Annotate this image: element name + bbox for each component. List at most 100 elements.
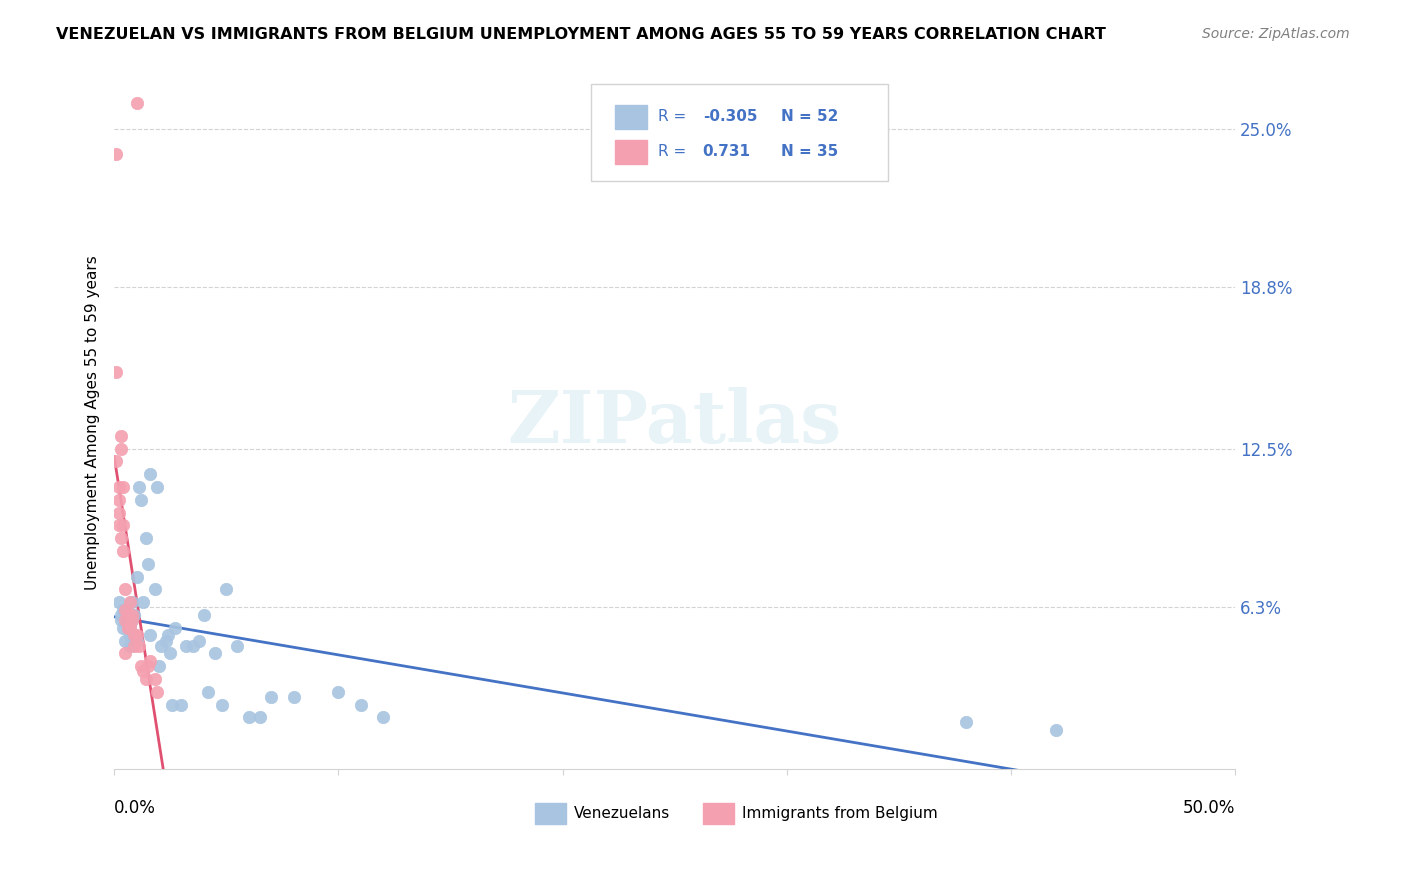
Point	[204, 646, 226, 660]
Point	[114, 582, 136, 597]
Point	[112, 480, 135, 494]
Point	[117, 607, 139, 622]
Point	[155, 633, 177, 648]
Point	[110, 613, 132, 627]
Point	[226, 639, 249, 653]
Point	[124, 639, 146, 653]
Point	[110, 531, 132, 545]
Point	[105, 147, 128, 161]
Point	[107, 492, 129, 507]
Text: VENEZUELAN VS IMMIGRANTS FROM BELGIUM UNEMPLOYMENT AMONG AGES 55 TO 59 YEARS COR: VENEZUELAN VS IMMIGRANTS FROM BELGIUM UN…	[56, 27, 1107, 42]
Point	[136, 659, 159, 673]
Point	[174, 639, 197, 653]
Point	[1045, 723, 1067, 738]
Point	[107, 518, 129, 533]
Point	[350, 698, 373, 712]
Text: N = 52: N = 52	[782, 110, 838, 124]
Text: Source: ZipAtlas.com: Source: ZipAtlas.com	[1202, 27, 1350, 41]
Point	[215, 582, 238, 597]
Point	[112, 603, 135, 617]
Point	[107, 595, 129, 609]
Point	[373, 710, 395, 724]
Point	[121, 613, 143, 627]
Point	[146, 684, 169, 698]
Text: -0.305: -0.305	[703, 110, 758, 124]
Point	[129, 659, 152, 673]
Point	[139, 628, 162, 642]
Point	[249, 710, 271, 724]
Point	[110, 607, 132, 622]
Point	[105, 454, 128, 468]
Point	[114, 633, 136, 648]
Point	[118, 595, 141, 609]
Point	[188, 633, 211, 648]
Point	[105, 365, 128, 379]
Text: 50.0%: 50.0%	[1182, 799, 1234, 817]
Point	[118, 621, 141, 635]
Point	[211, 698, 233, 712]
Point	[114, 646, 136, 660]
Point	[128, 480, 150, 494]
Text: ZIPatlas: ZIPatlas	[508, 387, 842, 458]
Point	[124, 628, 146, 642]
Point	[107, 506, 129, 520]
Point	[135, 672, 157, 686]
Point	[148, 659, 170, 673]
Point	[117, 607, 139, 622]
Bar	[534, 803, 565, 824]
Point	[125, 569, 148, 583]
Point	[193, 607, 215, 622]
Point	[121, 595, 143, 609]
Text: Immigrants from Belgium: Immigrants from Belgium	[742, 806, 938, 821]
Point	[139, 467, 162, 482]
Text: R =: R =	[658, 144, 690, 159]
Point	[955, 715, 977, 730]
Point	[170, 698, 193, 712]
Text: 0.0%: 0.0%	[114, 799, 156, 817]
Point	[143, 582, 166, 597]
Point	[121, 607, 143, 622]
Point	[121, 613, 143, 627]
Point	[132, 665, 155, 679]
Point	[114, 613, 136, 627]
Point	[163, 621, 186, 635]
Point	[112, 621, 135, 635]
Point	[114, 613, 136, 627]
Point	[328, 684, 350, 698]
Point	[238, 710, 260, 724]
Point	[112, 544, 135, 558]
Point	[125, 628, 148, 642]
Point	[125, 96, 148, 111]
Point	[150, 639, 173, 653]
Point	[143, 672, 166, 686]
Point	[110, 429, 132, 443]
Point	[181, 639, 204, 653]
Point	[197, 684, 219, 698]
Point	[156, 628, 179, 642]
Text: R =: R =	[658, 110, 690, 124]
Bar	[703, 803, 734, 824]
Bar	[616, 140, 647, 164]
Point	[283, 690, 305, 704]
Point	[110, 442, 132, 456]
Point	[136, 557, 159, 571]
Point	[112, 518, 135, 533]
Point	[117, 621, 139, 635]
Point	[107, 480, 129, 494]
Point	[117, 621, 139, 635]
Point	[129, 492, 152, 507]
Point	[118, 618, 141, 632]
Point	[135, 531, 157, 545]
Point	[146, 480, 169, 494]
Point	[159, 646, 181, 660]
Point	[139, 654, 162, 668]
Point	[132, 595, 155, 609]
Point	[162, 698, 184, 712]
FancyBboxPatch shape	[591, 85, 887, 181]
Text: 0.731: 0.731	[703, 144, 751, 159]
Text: Venezuelans: Venezuelans	[574, 806, 671, 821]
Text: N = 35: N = 35	[782, 144, 838, 159]
Point	[118, 628, 141, 642]
Point	[118, 639, 141, 653]
Point	[114, 603, 136, 617]
